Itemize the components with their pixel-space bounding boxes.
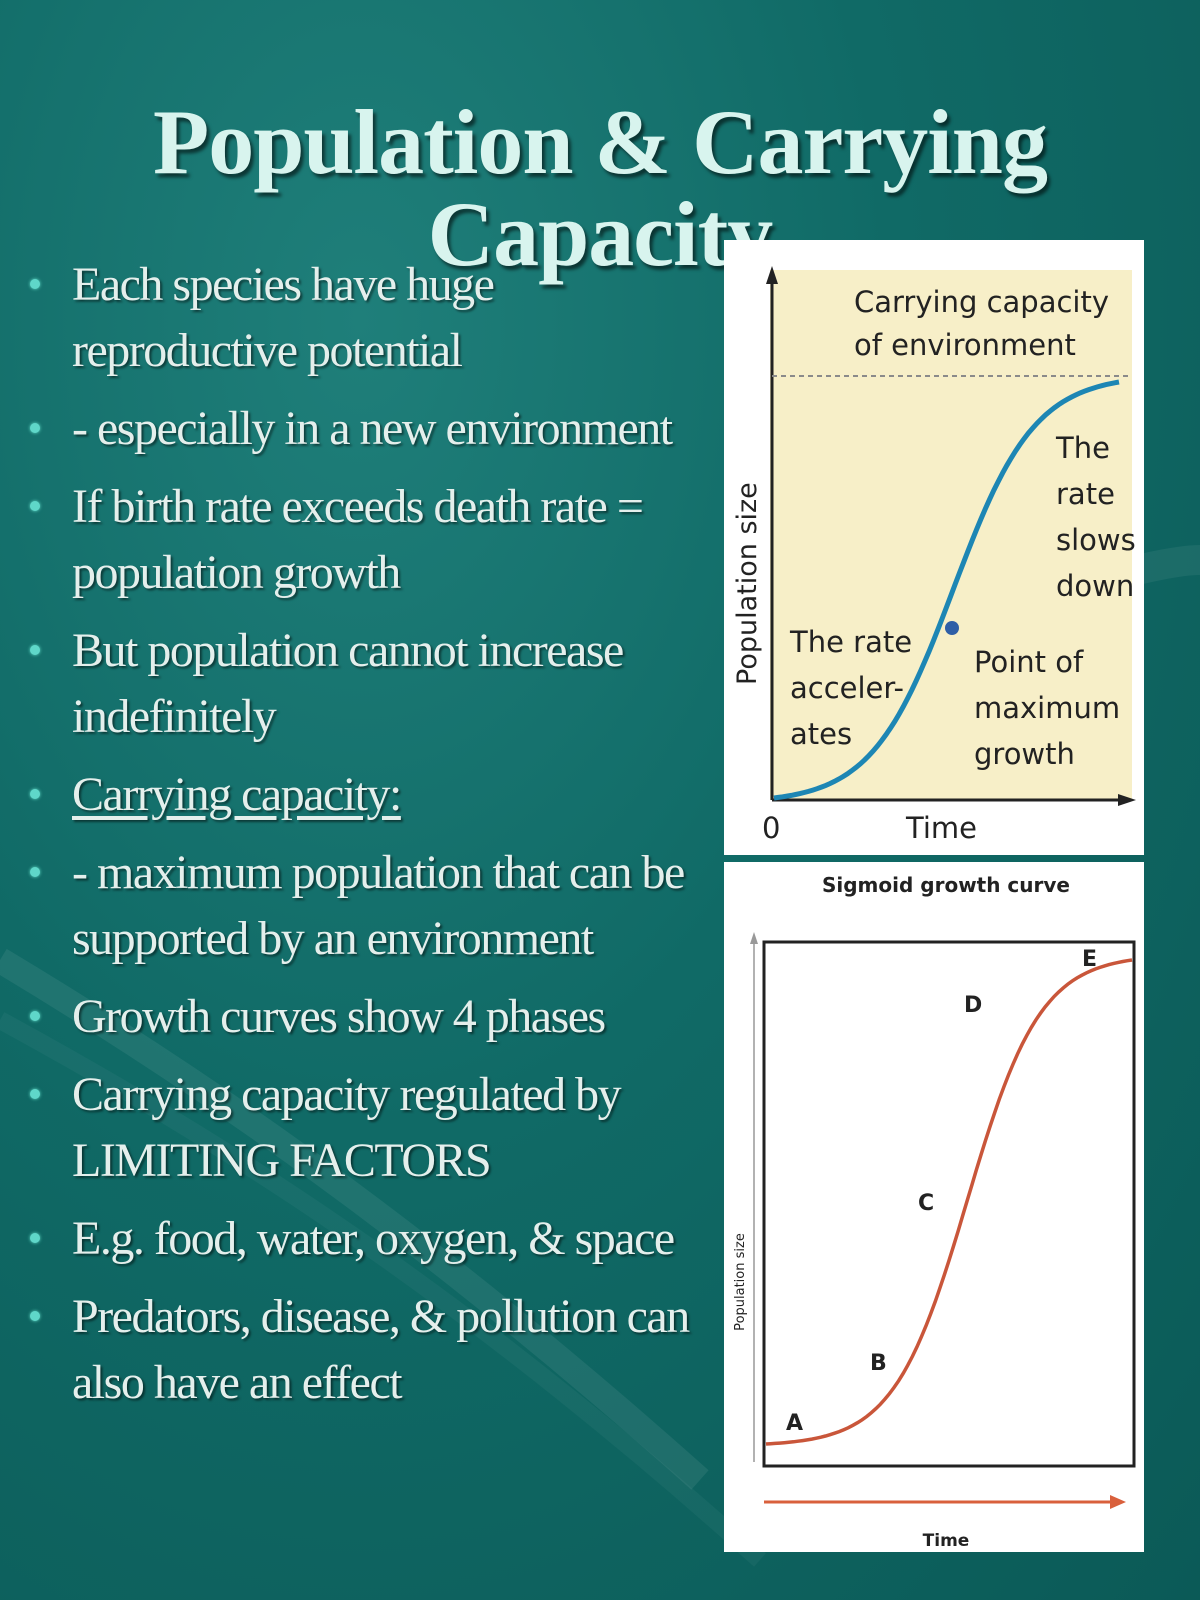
bullet-item: Each species have huge reproductive pote… [24, 252, 704, 384]
capacity-label-line2: of environment [854, 328, 1076, 362]
y-axis-label: Population size [732, 482, 763, 685]
bullet-text: - maximum population that can be support… [72, 846, 685, 965]
phase-label-c: C [918, 1191, 934, 1216]
bullet-dot-icon [30, 1311, 40, 1321]
y-axis-arrow-icon [766, 266, 778, 284]
phase-label-d: D [964, 993, 982, 1018]
max-label-line3: growth [974, 737, 1075, 771]
bullet-text: Growth curves show 4 phases [72, 990, 606, 1043]
bullet-text: Carrying capacity: [72, 768, 402, 821]
bullet-item: - especially in a new environment [24, 396, 704, 462]
bullet-dot-icon [30, 1089, 40, 1099]
bullet-text: - especially in a new environment [72, 402, 673, 455]
bullet-dot-icon [30, 867, 40, 877]
plot-frame [762, 940, 1136, 1468]
bullet-dot-icon [30, 789, 40, 799]
max-label-line1: Point of [974, 645, 1084, 679]
max-growth-point [945, 621, 959, 635]
bullet-item: If birth rate exceeds death rate = popul… [24, 474, 704, 606]
bullet-dot-icon [30, 279, 40, 289]
y-axis-label: Population size [733, 1233, 748, 1331]
logistic-curve [773, 379, 1120, 801]
bullet-text: Each species have huge reproductive pote… [72, 258, 495, 377]
max-label-line2: maximum [974, 691, 1120, 725]
accel-label-line3: ates [790, 717, 852, 751]
bullet-item: Predators, disease, & pollution can also… [24, 1284, 704, 1416]
bullet-item: E.g. food, water, oxygen, & space [24, 1206, 704, 1272]
bullet-item: - maximum population that can be support… [24, 840, 704, 972]
bullet-item: But population cannot increase indefinit… [24, 618, 704, 750]
sigmoid-curve [765, 958, 1133, 1446]
time-arrow-head-icon [1110, 1495, 1126, 1509]
phase-label-b: B [870, 1351, 887, 1376]
bullet-dot-icon [30, 645, 40, 655]
phase-label-a: A [786, 1411, 803, 1436]
figure-panel [770, 270, 1132, 800]
accel-label-line2: acceler- [790, 671, 904, 705]
capacity-label-line1: Carrying capacity [854, 285, 1109, 319]
bullet-item: Growth curves show 4 phases [24, 984, 704, 1050]
accel-label-line1: The rate [789, 625, 912, 659]
slow-label-line2: rate [1056, 477, 1115, 511]
figure-title: Sigmoid growth curve [822, 873, 1070, 897]
bullet-dot-icon [30, 423, 40, 433]
slow-label-line4: down [1056, 569, 1134, 603]
bullet-text: Carrying capacity regulated by LIMITING … [72, 1068, 622, 1187]
bullet-dot-icon [30, 1011, 40, 1021]
bullet-dot-icon [30, 1233, 40, 1243]
bullet-text: Predators, disease, & pollution can also… [72, 1290, 690, 1409]
slow-label-line3: slows [1056, 523, 1136, 557]
phase-label-e: E [1082, 947, 1097, 972]
bullet-dot-icon [30, 501, 40, 511]
origin-label: 0 [762, 811, 780, 845]
bullet-text: But population cannot increase indefinit… [72, 624, 624, 743]
bullet-text: E.g. food, water, oxygen, & space [72, 1212, 675, 1265]
slow-label-line1: The [1055, 431, 1110, 465]
carrying-capacity-figure: Carrying capacity of environment The rat… [724, 240, 1144, 855]
bullet-item: Carrying capacity: [24, 762, 704, 828]
bullet-list: Each species have huge reproductive pote… [24, 252, 704, 1428]
bullet-text: If birth rate exceeds death rate = popul… [72, 480, 644, 599]
sigmoid-growth-figure: Sigmoid growth curve A B C D E Time Popu… [724, 862, 1144, 1552]
y-axis-arrow-icon [750, 932, 758, 944]
x-axis-arrow-icon [1118, 794, 1136, 806]
bullet-item: Carrying capacity regulated by LIMITING … [24, 1062, 704, 1194]
slide-title: Population & Carrying Capacity [153, 91, 1048, 285]
x-axis-label: Time [905, 811, 977, 845]
x-axis-label: Time [923, 1531, 970, 1551]
